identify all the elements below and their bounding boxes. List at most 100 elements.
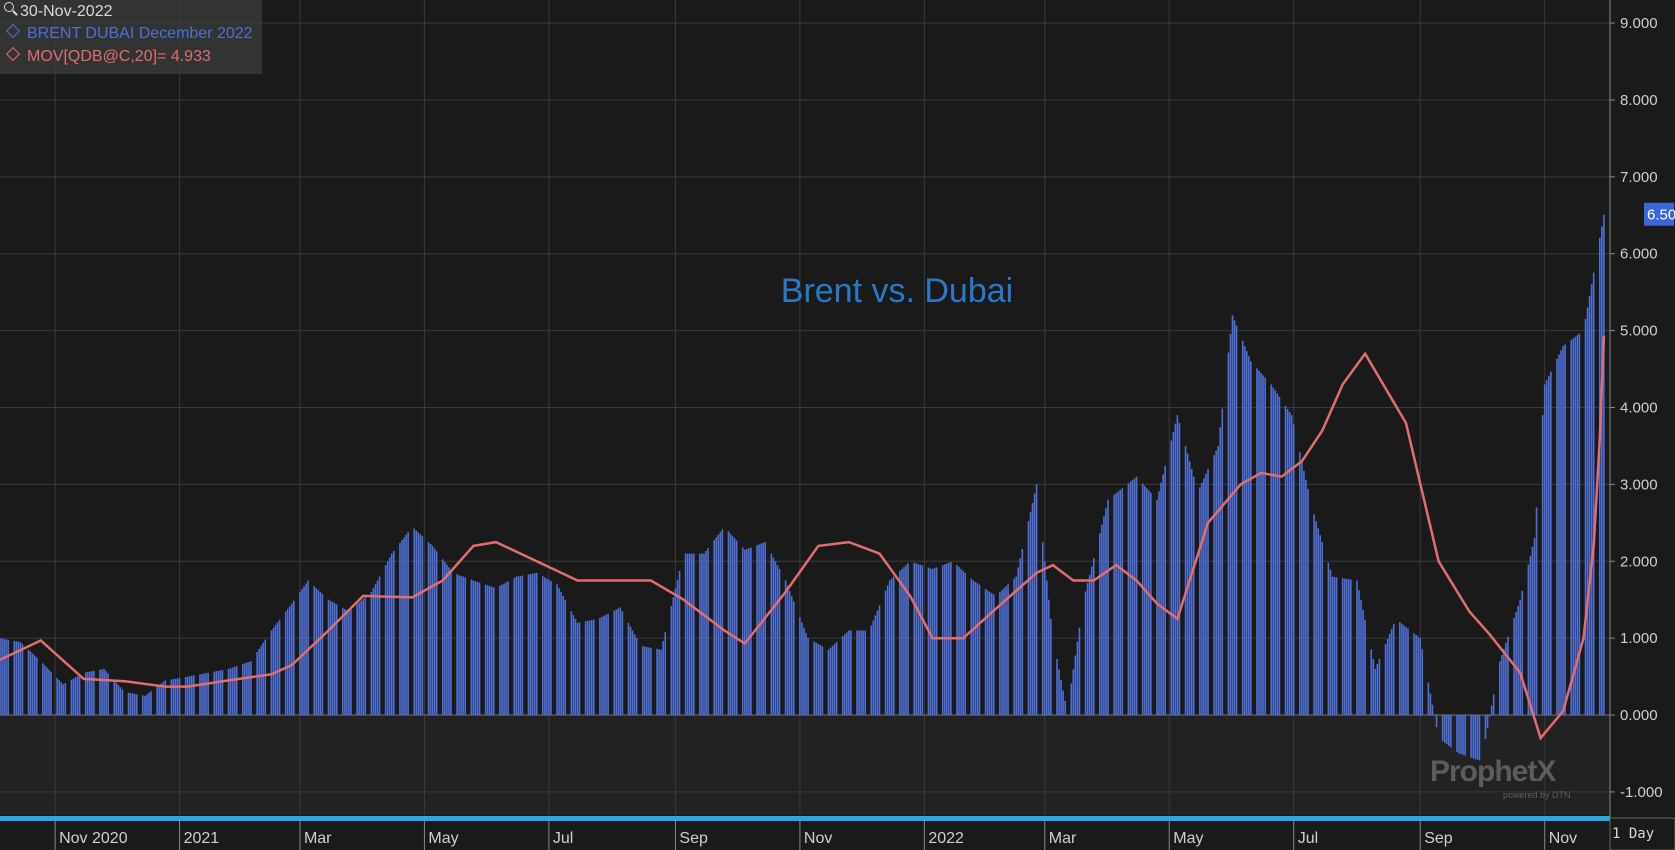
bar [764,542,767,716]
bar [1429,693,1432,716]
bar [644,646,646,716]
bar [1243,345,1246,716]
legend-series-label: BRENT DUBAI December 2022 [27,25,253,42]
bar [493,587,495,716]
y-tick-label: 7.000 [1620,169,1658,186]
bar [770,553,773,716]
bar [1362,609,1364,716]
bar [813,641,815,716]
legend-ma-row[interactable]: MOV[QDB@C,20]= 4.933 [4,46,211,66]
bar [56,678,58,716]
bar [1592,272,1595,716]
bar [970,578,973,716]
bar [1221,408,1224,716]
bar [329,600,332,716]
bar [272,627,275,716]
bar [1013,578,1015,716]
bar [1041,542,1044,716]
bar [731,535,734,716]
bar [719,532,722,716]
bar [1035,484,1038,716]
bar [501,584,503,716]
bar [821,646,824,716]
bar [778,568,781,716]
x-tick-label: Mar [1049,830,1077,847]
bar [1578,333,1581,716]
bar [641,646,644,716]
interval-label[interactable]: 1 Day [1612,826,1655,842]
bar [1533,538,1536,716]
bar [1131,479,1134,716]
bar [403,537,405,716]
bar [521,575,524,716]
bar [1145,488,1148,716]
bar [333,603,336,716]
bar [235,666,238,716]
bar [1076,641,1079,716]
bar [113,680,116,716]
legend-series-row[interactable]: BRENT DUBAI December 2022 [4,23,253,43]
bar [274,625,277,716]
bar [1090,566,1093,716]
bar [1547,375,1550,716]
bar [393,550,395,716]
bar [1329,569,1332,716]
bar [758,544,760,716]
bar [1319,535,1322,716]
bar [629,626,632,716]
bar [1588,295,1591,716]
bar [874,615,877,716]
bar [160,683,163,716]
bar [1078,627,1081,716]
bar [1527,564,1530,716]
bar [1590,284,1593,716]
bar [470,579,473,716]
bar [715,537,718,716]
bar [927,567,930,716]
bar [586,620,589,716]
magnifier-icon[interactable] [4,2,14,12]
bar [464,577,467,716]
bar [1364,619,1366,716]
bar [176,678,179,716]
bar [1499,661,1501,716]
bar [1172,432,1175,716]
bar [817,643,820,716]
bar [884,590,887,716]
bar [1286,409,1289,716]
bar [546,578,548,716]
bar [1213,455,1215,716]
bar [458,575,460,716]
bar [384,565,387,716]
bar [699,553,701,716]
bar [88,671,91,716]
bar [760,543,762,716]
bar [564,599,567,716]
bar [1441,715,1444,742]
bar [1150,492,1152,716]
bar [1445,715,1448,745]
bar [562,595,564,716]
x-tick-label: May [1173,830,1203,847]
bar [1113,494,1115,716]
bar [860,630,862,716]
bar [1545,380,1548,716]
bar [1156,499,1158,716]
bar [1501,655,1503,716]
bar [1017,567,1020,716]
bar [1064,700,1066,716]
bar [1476,715,1479,760]
bar [448,567,450,716]
bar [1178,422,1181,716]
bar [833,643,836,716]
bar [488,586,491,716]
bar [1386,638,1389,716]
bar [93,670,95,716]
bar [1307,489,1309,716]
bar [17,641,20,716]
bar [193,675,195,716]
bar [515,576,518,716]
bar [50,671,52,716]
bar [27,649,30,716]
